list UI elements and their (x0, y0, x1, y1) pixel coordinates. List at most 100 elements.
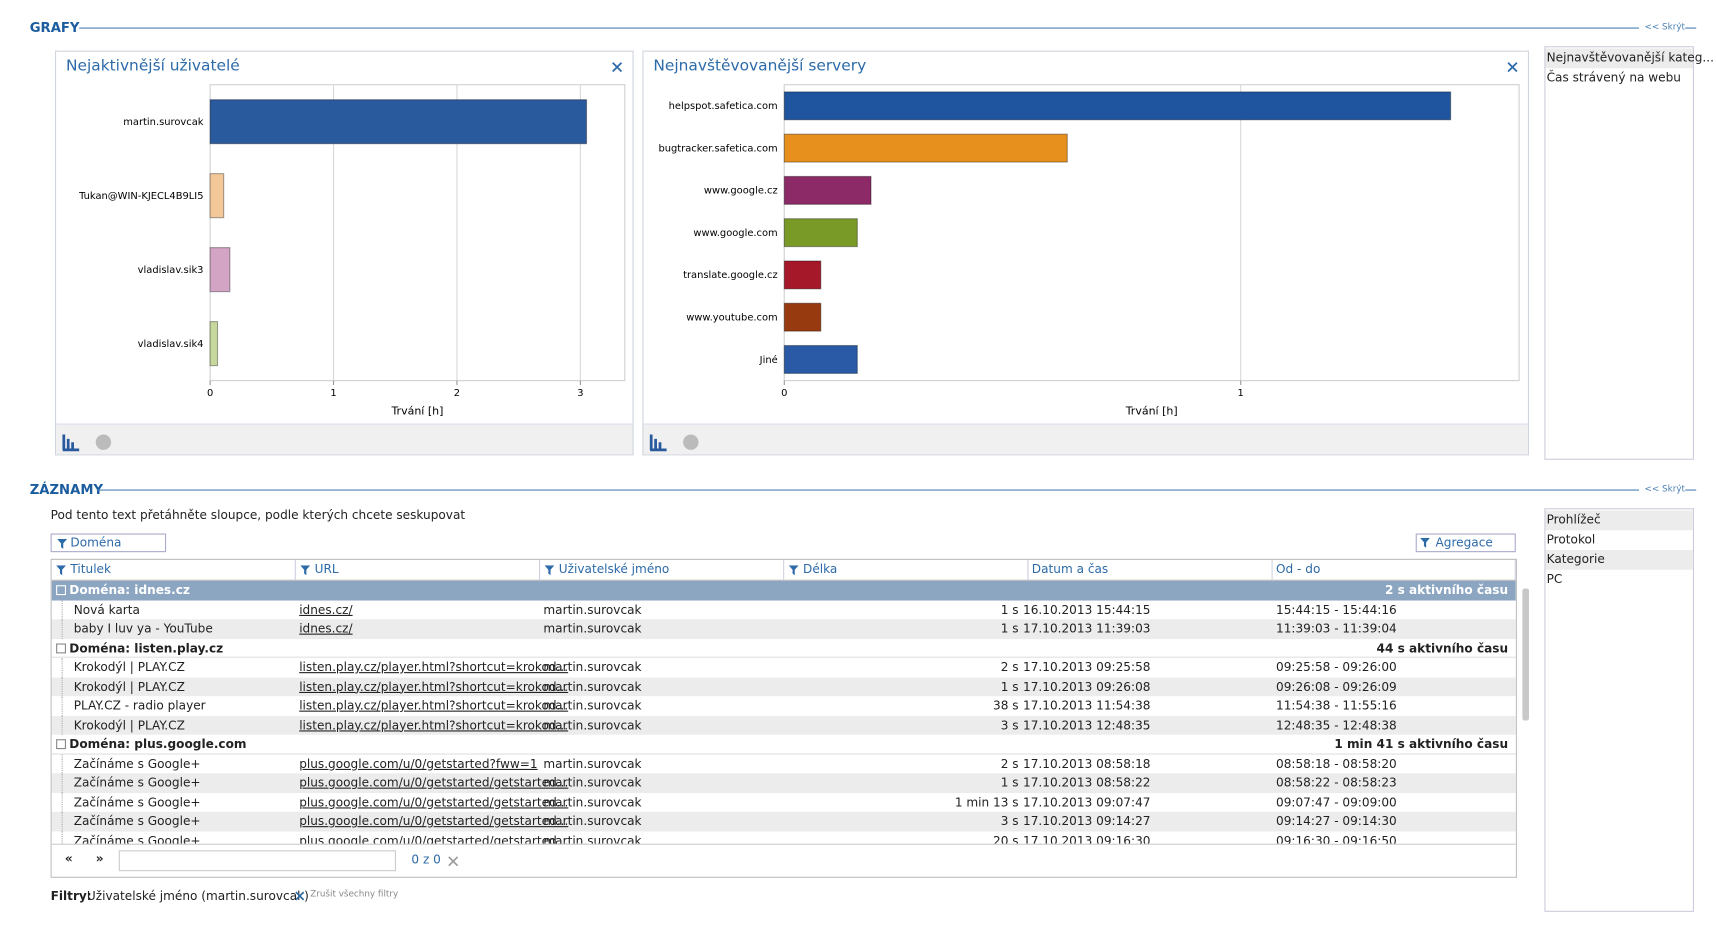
cell[interactable]: plus.google.com/u/0/getstarted?fww=1 (299, 756, 538, 771)
group-chip[interactable]: Doména (50, 533, 167, 553)
filter-icon[interactable] (788, 565, 799, 576)
tree-line (61, 600, 63, 620)
filter-icon[interactable] (300, 565, 311, 576)
bar (209, 99, 588, 145)
pager-prev[interactable]: « (64, 851, 73, 866)
cell: 12:48:35 - 12:48:38 (1276, 717, 1397, 733)
side-list-item[interactable]: Nejnavštěvovanější kateg... (1545, 48, 1714, 69)
y-tick-label: translate.google.cz (683, 270, 778, 281)
table-row[interactable]: Začínáme s Google+ plus.google.com/u/0/ge… (51, 754, 1516, 774)
hide-link[interactable]: << Skrýt (1644, 22, 1686, 32)
bar (783, 175, 872, 205)
cell: Začínáme s Google+ (73, 814, 201, 829)
tree-line (61, 811, 63, 832)
table-row[interactable]: Začínáme s Google+ plus.google.com/u/0/ge… (51, 811, 1516, 832)
cell: 17.10.2013 09:25:58 (1023, 660, 1151, 675)
hide-link[interactable]: << Skrýt (1644, 484, 1686, 494)
cell: 17.10.2013 11:54:38 (1023, 698, 1151, 713)
table-row[interactable]: Krokodýl | PLAY.CZ listen.play.cz/player.… (51, 677, 1516, 697)
cell: 09:26:08 - 09:26:09 (1276, 679, 1397, 694)
side-list-item[interactable]: PC (1546, 572, 1563, 587)
bar (783, 260, 822, 290)
pager-count: 0 z 0 (411, 852, 441, 867)
cell: 2 s (1000, 756, 1019, 771)
x-tick-label: 0 (207, 388, 213, 399)
clear-filters-icon[interactable] (295, 891, 306, 902)
cell: martin.surovcak (543, 660, 642, 675)
cell[interactable]: plus.google.com/u/0/getstarted/getstarte… (299, 814, 569, 829)
x-tick-label: 2 (454, 388, 460, 399)
cell: martin.surovcak (543, 602, 642, 617)
cell: 1 s (1000, 679, 1019, 694)
cell: Začínáme s Google+ (73, 794, 201, 810)
cell[interactable]: idnes.cz/ (299, 621, 353, 636)
side-list-item[interactable]: Prohlížeč (1545, 510, 1693, 531)
close-button[interactable] (1507, 62, 1518, 73)
group-label: Doména: plus.google.com (69, 737, 247, 752)
group-label: Doména: idnes.cz (69, 583, 190, 598)
filter-icon[interactable] (56, 565, 66, 576)
table-row[interactable]: baby I luv ya - YouTube idnes.cz/martin.s… (51, 619, 1516, 639)
table-row[interactable]: Začínáme s Google+ plus.google.com/u/0/ge… (51, 773, 1516, 793)
clear-icon[interactable] (448, 856, 459, 867)
section-rule (1685, 27, 1697, 29)
group-summary: 2 s aktivního času (1384, 583, 1509, 598)
table-row[interactable]: Krokodýl | PLAY.CZ listen.play.cz/player.… (51, 657, 1516, 678)
cell: Nová karta (73, 602, 140, 617)
cell[interactable]: listen.play.cz/player.html?shortcut=krok… (299, 698, 569, 713)
section-title: GRAFY (29, 19, 80, 36)
bar-view-icon[interactable] (62, 434, 80, 452)
cell: 1 s (1000, 602, 1019, 617)
x (295, 891, 305, 901)
x-tick-label: 1 (330, 388, 336, 399)
table-row[interactable]: Krokodýl | PLAY.CZ listen.play.cz/player.… (51, 715, 1516, 735)
column-header[interactable]: URL (295, 559, 541, 581)
cell: 16.10.2013 15:44:15 (1023, 602, 1151, 617)
bar (209, 247, 231, 293)
records-table: Titulek URL Uživatelské jméno Délka Datum a … (50, 558, 1517, 878)
pager-next[interactable]: » (95, 851, 104, 866)
cell: 08:58:22 - 08:58:23 (1276, 775, 1397, 790)
cell[interactable]: listen.play.cz/player.html?shortcut=krok… (299, 717, 569, 733)
filters-clear[interactable]: Zrušit všechny filtry (310, 888, 399, 899)
column-header[interactable]: Uživatelské jméno (540, 559, 785, 581)
cell: 11:54:38 - 11:55:16 (1276, 698, 1397, 713)
cell[interactable]: idnes.cz/ (299, 602, 353, 617)
filter-icon[interactable] (1420, 537, 1430, 548)
side-list-item[interactable]: Kategorie (1545, 550, 1693, 570)
expander (56, 642, 66, 653)
filter-icon[interactable] (57, 539, 68, 549)
cell: martin.surovcak (543, 756, 642, 771)
group-row[interactable]: Doména: listen.play.cz 44 s aktivního čas… (51, 638, 1516, 658)
x (448, 856, 459, 867)
side-list-item[interactable]: Čas strávený na webu (1546, 70, 1681, 85)
plot-area (783, 84, 1520, 382)
cell: Krokodýl | PLAY.CZ (73, 679, 185, 694)
column-header[interactable]: Délka (784, 559, 1029, 581)
pie-view-icon[interactable] (95, 434, 112, 450)
cell[interactable]: plus.google.com/u/0/getstarted/getstarte… (299, 775, 569, 790)
column-header[interactable]: Titulek (51, 559, 296, 581)
group-row[interactable]: Doména: plus.google.com 1 min 41 s aktivn… (51, 734, 1516, 755)
cell: 1 s (1000, 621, 1019, 636)
cell: 38 s (993, 698, 1019, 713)
x-axis-label: Trvání [h] (390, 405, 443, 418)
pager-input[interactable] (118, 850, 397, 872)
column-header[interactable]: Datum a čas (1028, 559, 1273, 581)
cell: Krokodýl | PLAY.CZ (73, 660, 185, 675)
filter-icon[interactable] (544, 565, 555, 576)
table-row[interactable]: PLAY.CZ - radio player listen.play.cz/pla… (51, 696, 1516, 716)
cell[interactable]: plus.google.com/u/0/getstarted/getstarte… (299, 794, 569, 810)
side-list-item[interactable]: Protokol (1546, 532, 1596, 547)
close-button[interactable] (612, 62, 623, 73)
group-row[interactable]: Doména: idnes.cz 2 s aktivního času (51, 580, 1516, 601)
column-header[interactable]: Od - do (1272, 559, 1516, 581)
x-axis-label: Trvání [h] (1125, 405, 1178, 418)
table-row[interactable]: Nová karta idnes.cz/martin.surovcak 1 s 16.… (51, 600, 1516, 620)
pie-view-icon[interactable] (683, 434, 699, 450)
aggregate-button[interactable]: Agregace (1415, 533, 1516, 553)
cell[interactable]: listen.play.cz/player.html?shortcut=krok… (299, 660, 569, 675)
bar-view-icon[interactable] (649, 434, 667, 452)
cell[interactable]: listen.play.cz/player.html?shortcut=krok… (299, 679, 569, 694)
table-row[interactable]: Začínáme s Google+ plus.google.com/u/0/ge… (51, 792, 1516, 812)
